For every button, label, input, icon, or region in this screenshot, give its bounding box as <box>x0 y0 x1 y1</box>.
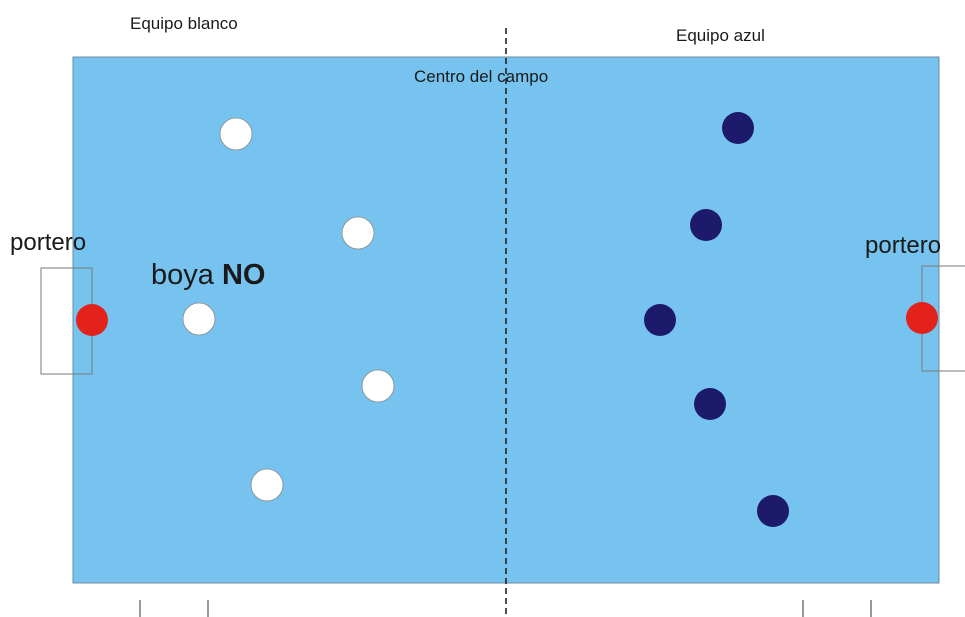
white-team-player <box>341 216 375 250</box>
blue-team-player <box>722 112 754 144</box>
white-team-player <box>219 117 253 151</box>
goalkeeper-right-label: portero <box>865 232 941 259</box>
goalkeeper-left <box>76 304 108 336</box>
white-team-player <box>361 369 395 403</box>
white-team-player <box>250 468 284 502</box>
boya-word: boya <box>151 259 215 291</box>
blue-team-player <box>757 495 789 527</box>
blue-team-player <box>644 304 676 336</box>
team-white-label: Equipo blanco <box>130 14 238 33</box>
blue-team-player <box>690 209 722 241</box>
goalkeeper-left-label: portero <box>10 229 86 256</box>
boya-no-word: NO <box>222 259 266 291</box>
boya-label: boya NO <box>151 259 265 291</box>
blue-team-player <box>694 388 726 420</box>
white-team-player <box>182 302 216 336</box>
team-blue-label: Equipo azul <box>676 26 765 45</box>
center-field-label: Centro del campo <box>414 67 548 86</box>
goalkeeper-right <box>906 302 938 334</box>
